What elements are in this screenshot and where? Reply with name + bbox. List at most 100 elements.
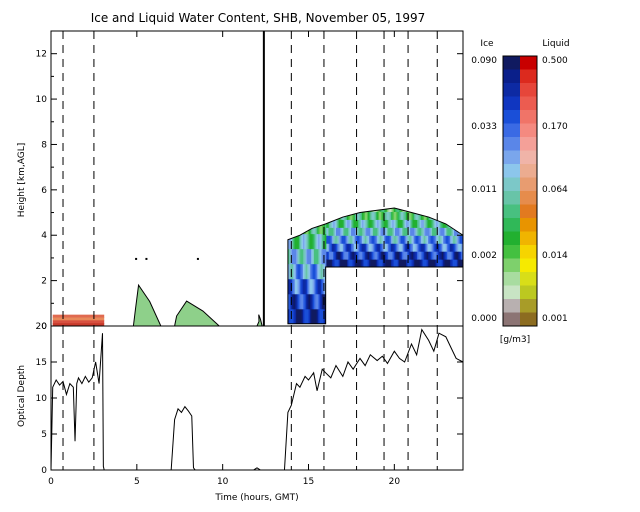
upper-cloud-strip	[297, 208, 300, 220]
upper-cloud-strip	[319, 308, 322, 324]
upper-cloud-strip	[287, 293, 290, 310]
upper-cloud-strip	[386, 235, 389, 244]
upper-cloud-strip	[385, 211, 388, 220]
upper-cloud-strip	[454, 259, 457, 268]
upper-cloud-strip	[346, 251, 349, 260]
upper-cloud-strip	[323, 278, 326, 295]
upper-cloud-strip	[327, 259, 330, 268]
upper-cloud-strip	[348, 243, 351, 252]
upper-cloud-strip	[292, 208, 294, 220]
colorbar-liquid-swatch	[520, 123, 537, 138]
colorbar-ice-swatch	[503, 299, 520, 313]
upper-cloud-strip	[374, 227, 377, 236]
upper-cloud-strip	[294, 278, 297, 295]
upper-cloud-strip	[298, 208, 301, 220]
upper-cloud-strip	[378, 259, 381, 268]
upper-cloud-strip	[385, 251, 388, 260]
upper-cloud-strip	[304, 248, 307, 265]
upper-cloud-strip	[292, 293, 294, 310]
upper-cloud-strip	[349, 235, 352, 244]
upper-cloud-strip	[289, 233, 292, 250]
upper-cloud-strip	[334, 208, 337, 213]
upper-cloud-strip	[445, 235, 448, 244]
upper-cloud-strip	[316, 263, 319, 280]
upper-cloud-strip	[359, 235, 362, 244]
upper-cloud-strip	[323, 308, 326, 324]
upper-cloud-strip	[386, 243, 389, 252]
upper-cloud-strip	[348, 208, 351, 213]
colorbar-ice-tick-label: 0.002	[471, 251, 497, 261]
upper-cloud-strip	[377, 227, 380, 236]
upper-cloud-strip	[423, 219, 426, 228]
upper-cloud-strip	[429, 235, 432, 244]
upper-cloud-strip	[397, 259, 400, 268]
upper-cloud-strip	[287, 248, 290, 265]
upper-cloud-strip	[352, 227, 355, 236]
colorbar-ice-swatch	[503, 258, 520, 273]
upper-cloud-strip	[373, 243, 376, 252]
upper-cloud-strip	[443, 243, 446, 252]
upper-cloud-strip	[422, 243, 425, 252]
upper-cloud-strip	[384, 235, 387, 244]
upper-cloud-strip	[341, 251, 344, 260]
upper-cloud-strip	[360, 235, 363, 244]
upper-cloud-strip	[330, 251, 333, 260]
upper-cloud-strip	[333, 211, 336, 220]
upper-cloud-strip	[410, 208, 413, 213]
upper-cloud-strip	[423, 251, 426, 260]
upper-cloud-strip	[301, 263, 304, 280]
upper-cloud-strip	[375, 227, 378, 236]
upper-cloud-strip	[296, 263, 299, 280]
upper-cloud-strip	[397, 235, 400, 244]
upper-cloud-strip	[318, 293, 321, 310]
upper-cloud-strip	[287, 233, 290, 250]
upper-cloud-strip	[403, 227, 406, 236]
upper-cloud-strip	[333, 259, 336, 268]
upper-cloud-strip	[371, 235, 374, 244]
upper-cloud-strip	[427, 259, 430, 268]
upper-cloud-strip	[337, 259, 340, 268]
upper-cloud-strip	[429, 259, 432, 268]
upper-cloud-strip	[333, 227, 336, 236]
upper-cloud-strip	[352, 211, 355, 220]
upper-cloud-strip	[367, 251, 370, 260]
colorbar-ice-swatch	[503, 150, 520, 165]
upper-cloud-strip	[329, 251, 332, 260]
upper-cloud-strip	[452, 219, 455, 228]
upper-cloud-strip	[313, 278, 316, 295]
upper-cloud-strip	[397, 243, 400, 252]
upper-cloud-strip	[423, 243, 426, 252]
upper-cloud-strip	[349, 243, 352, 252]
upper-cloud-strip	[338, 208, 341, 213]
upper-cloud-strip	[305, 248, 308, 265]
upper-cloud-strip	[342, 235, 345, 244]
upper-cloud-strip	[364, 219, 367, 228]
upper-cloud-strip	[305, 208, 308, 220]
upper-cloud-strip	[460, 235, 463, 244]
upper-cloud-strip	[406, 251, 408, 260]
upper-cloud-strip	[357, 211, 360, 220]
upper-cloud-strip	[352, 219, 355, 228]
upper-cloud-strip	[297, 278, 300, 295]
upper-cloud-strip	[389, 227, 392, 236]
upper-cloud-strip	[379, 251, 382, 260]
upper-cloud-strip	[451, 208, 454, 213]
top-plot-frame	[50, 30, 464, 327]
upper-cloud-strip	[351, 251, 354, 260]
upper-cloud-strip	[426, 235, 429, 244]
upper-cloud-strip	[342, 219, 345, 228]
upper-cloud-strip	[357, 259, 360, 268]
colorbar-ice-swatch	[503, 164, 520, 178]
upper-cloud-strip	[451, 235, 454, 244]
upper-cloud-strip	[401, 227, 404, 236]
upper-cloud-strip	[418, 208, 421, 213]
upper-cloud-strip	[459, 208, 462, 213]
upper-cloud-strip	[416, 211, 419, 220]
upper-cloud-strip	[357, 251, 360, 260]
upper-cloud-strip	[351, 208, 354, 213]
upper-cloud-strip	[371, 211, 374, 220]
upper-cloud-strip	[396, 243, 399, 252]
upper-cloud-strip	[344, 259, 347, 268]
colorbar-liquid-tick-label: 0.001	[542, 314, 568, 324]
upper-cloud-strip	[318, 308, 321, 324]
